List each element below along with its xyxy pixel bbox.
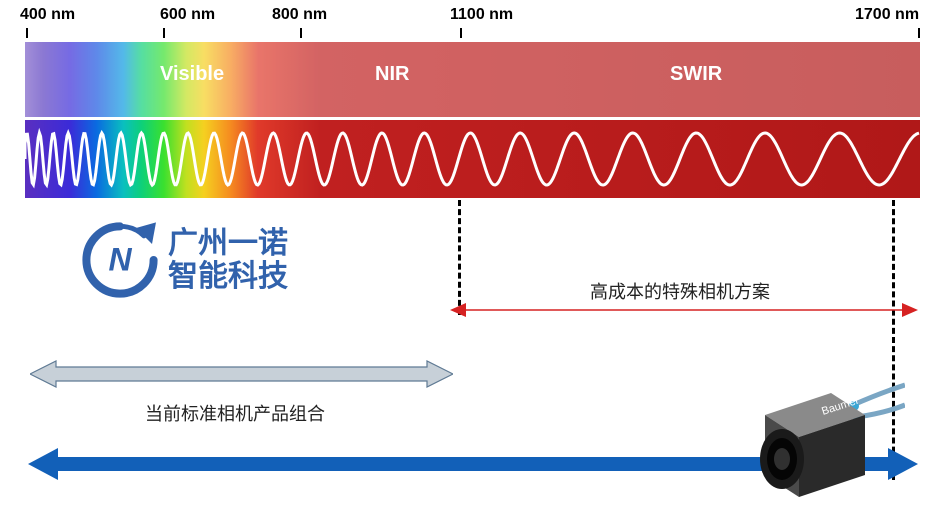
tick-mark [163,28,165,38]
band-label-swir: SWIR [670,63,722,86]
range-arrow-grey [30,360,453,388]
tick-label-1700: 1700 nm [855,6,919,24]
band-label-nir: NIR [375,63,409,86]
tick-mark [300,28,302,38]
tick-label-800: 800 nm [272,6,327,24]
tick-mark [918,28,920,38]
band-label-visible: Visible [160,63,224,86]
logo-icon: N [80,220,160,300]
tick-label-600: 600 nm [160,6,215,24]
caption-standard: 当前标准相机产品组合 [145,400,325,426]
watermark-line2: 智能科技 [168,260,288,293]
watermark-line1: 广州一诺 [168,227,288,260]
tick-label-400: 400 nm [20,6,75,24]
wavelength-wave [25,120,920,198]
company-watermark: N 广州一诺 智能科技 [80,220,288,300]
range-arrow-red [450,300,918,320]
tick-mark [26,28,28,38]
tick-mark [460,28,462,38]
svg-text:N: N [108,241,132,277]
tick-label-1100: 1100 nm [450,6,513,24]
dashed-line-1100 [458,200,461,315]
camera-illustration: Baumer [735,375,885,510]
